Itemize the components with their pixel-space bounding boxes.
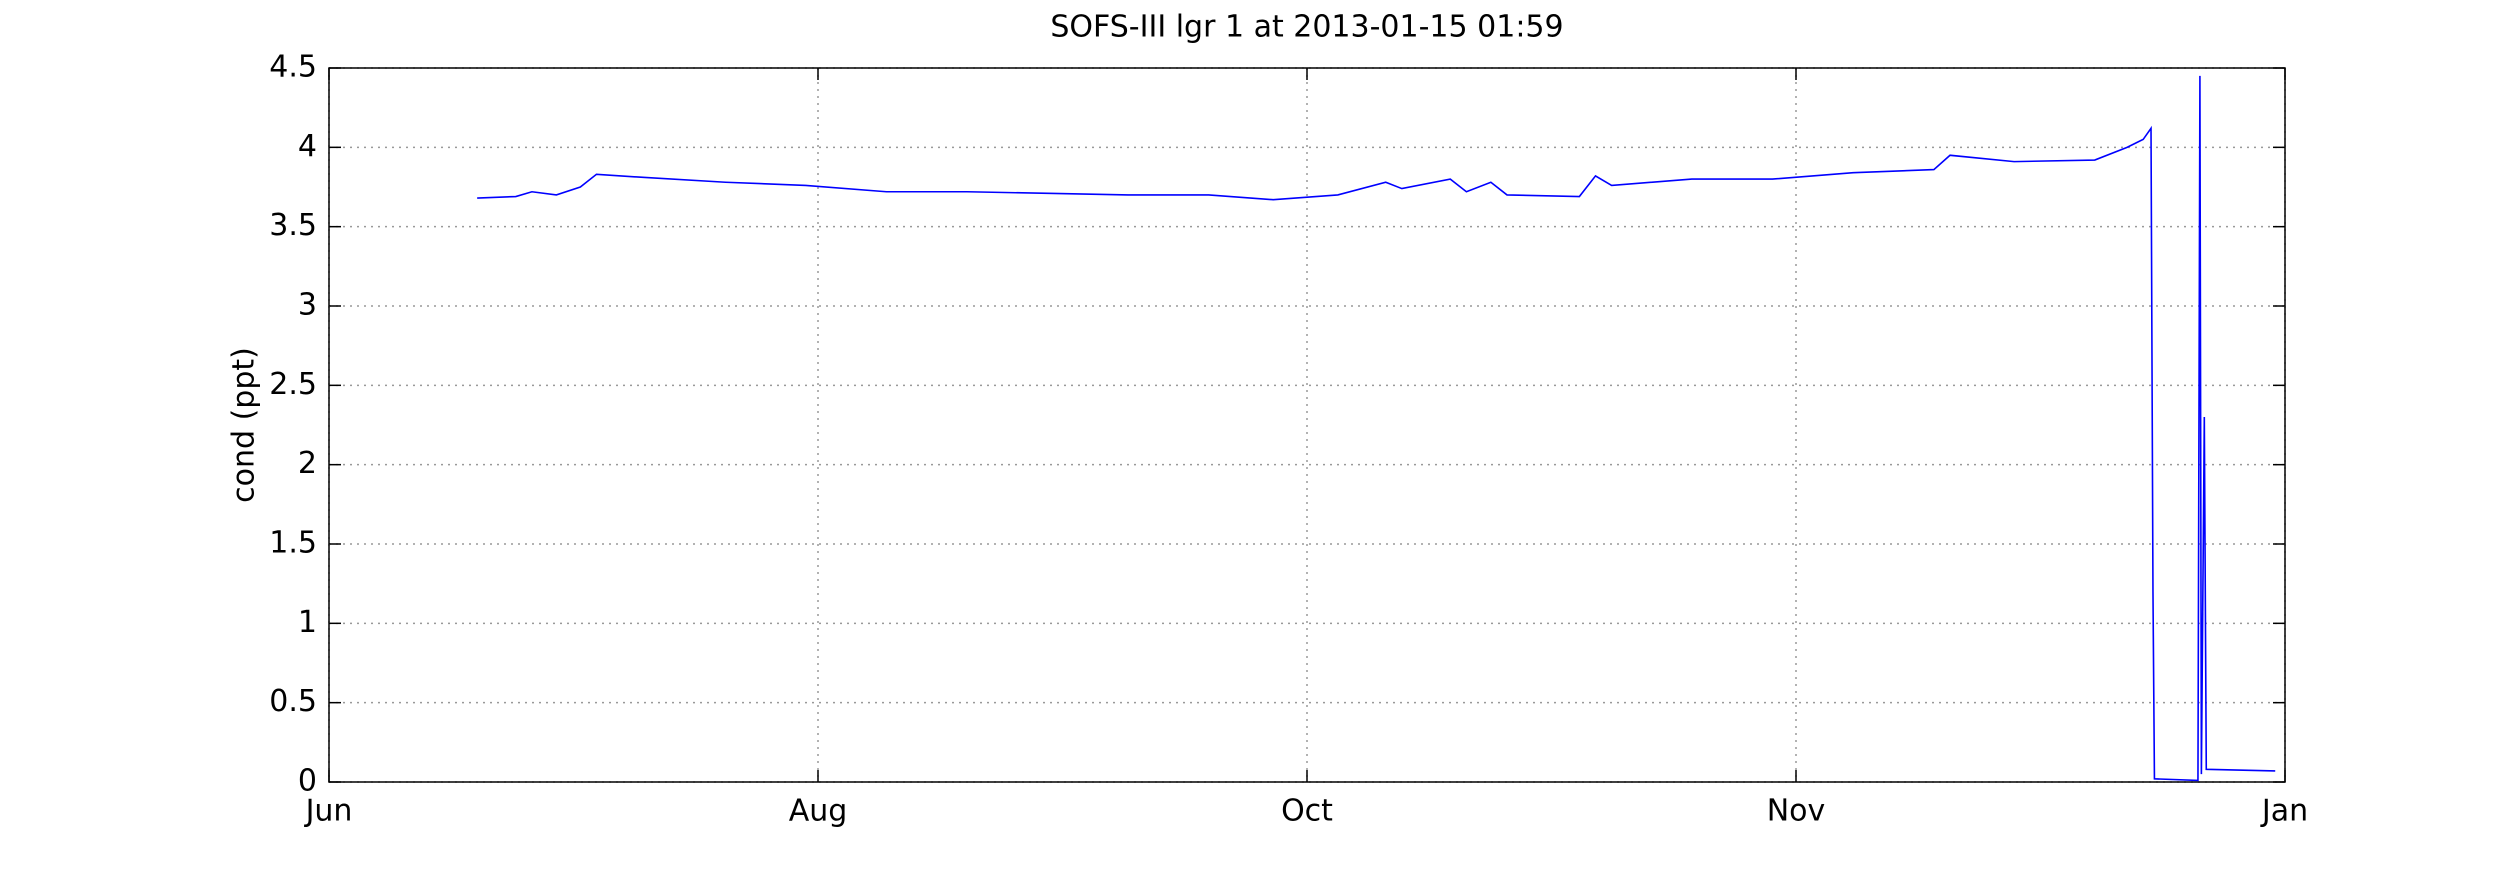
y-tick-label: 3.5 xyxy=(269,208,317,243)
y-tick-label: 2.5 xyxy=(269,367,317,402)
y-axis-label: cond (ppt) xyxy=(227,347,262,503)
y-tick-label: 4 xyxy=(298,129,317,164)
y-tick-label: 2 xyxy=(298,446,317,481)
y-tick-label: 3 xyxy=(298,288,317,323)
y-tick-label: 4.5 xyxy=(269,50,317,85)
x-tick-label: Jun xyxy=(304,794,353,829)
x-tick-label: Nov xyxy=(1767,794,1826,829)
data-line xyxy=(477,75,2276,782)
plot-frame xyxy=(328,67,2286,783)
x-tick-label: Oct xyxy=(1281,794,1333,829)
y-tick-label: 0 xyxy=(298,764,317,799)
y-tick-label: 1.5 xyxy=(269,526,317,561)
x-tick-label: Jan xyxy=(2260,794,2308,829)
y-tick-label: 1 xyxy=(298,605,317,640)
y-tick-label: 0.5 xyxy=(269,684,317,719)
x-tick-label: Aug xyxy=(789,794,848,829)
chart-title: SOFS-III lgr 1 at 2013-01-15 01:59 xyxy=(1050,10,1563,45)
